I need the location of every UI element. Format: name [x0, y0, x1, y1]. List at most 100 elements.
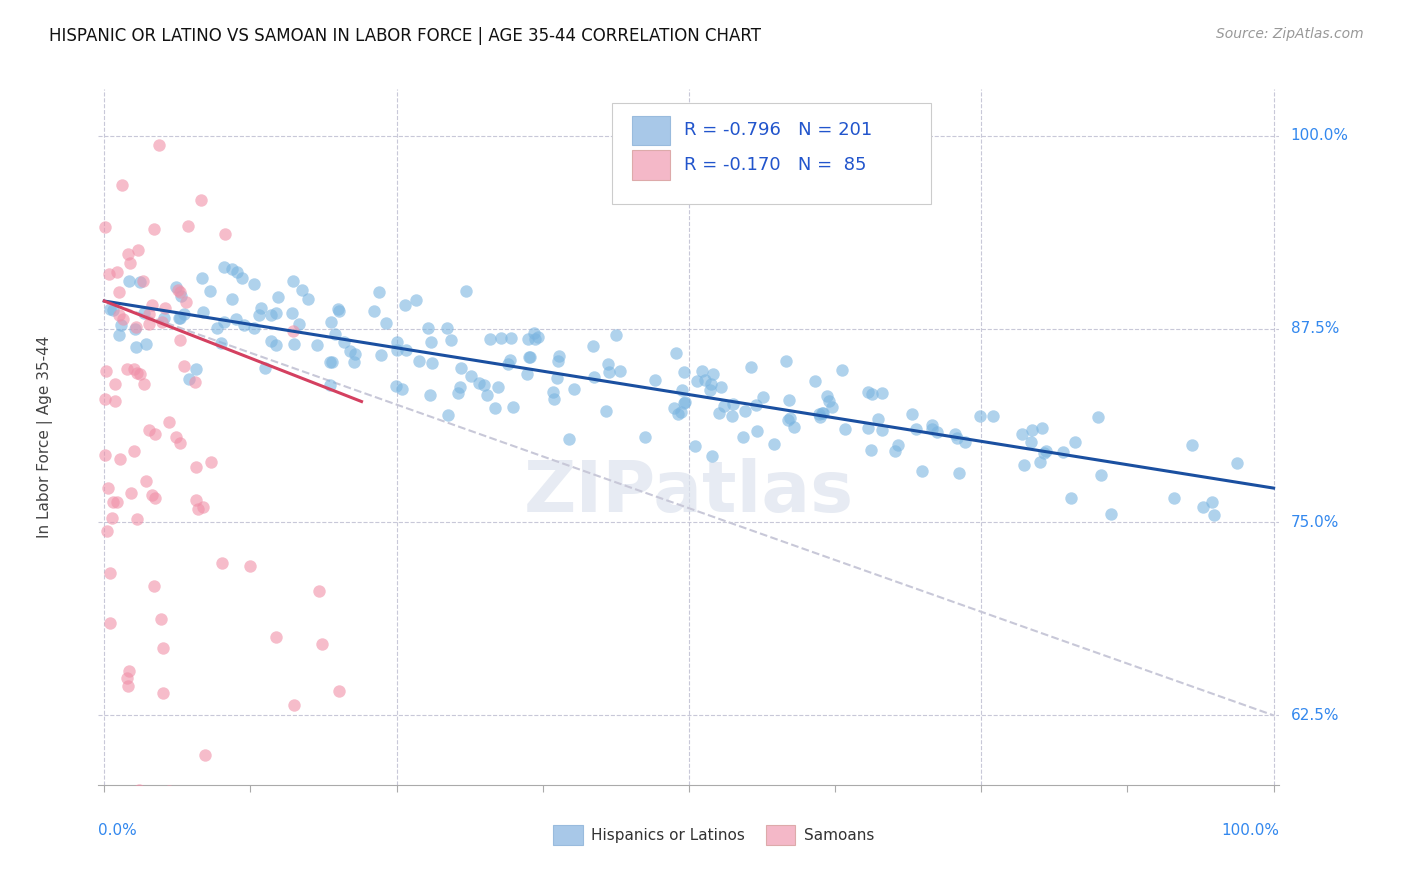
Point: [339, 344, 361, 359]
Point: [138, 306, 160, 320]
Point: [860, 387, 883, 401]
Point: [683, 439, 706, 453]
Text: Hispanics or Latinos: Hispanics or Latinos: [591, 828, 745, 843]
Point: [664, 401, 686, 415]
Point: [260, 309, 283, 323]
Point: [519, 350, 541, 364]
Point: [1204, 508, 1226, 523]
Point: [901, 407, 924, 421]
Point: [127, 367, 149, 381]
Point: [96, 524, 118, 538]
Point: [193, 858, 215, 872]
Point: [297, 292, 319, 306]
Point: [167, 283, 190, 297]
Point: [808, 410, 831, 425]
Point: [385, 335, 408, 350]
Point: [97, 267, 120, 281]
Point: [173, 307, 195, 321]
Bar: [766, 824, 796, 846]
Point: [134, 377, 156, 392]
Point: [721, 409, 744, 423]
Point: [326, 301, 349, 316]
Point: [831, 363, 853, 377]
Point: [141, 298, 163, 312]
Point: [496, 357, 519, 371]
Point: [811, 406, 834, 420]
Point: [283, 337, 305, 351]
Point: [108, 452, 131, 467]
Point: [264, 630, 287, 644]
Point: [184, 492, 207, 507]
Text: Samoans: Samoans: [803, 828, 875, 843]
Point: [394, 297, 416, 311]
Point: [129, 367, 152, 381]
Point: [783, 420, 806, 434]
Point: [501, 331, 523, 345]
Point: [253, 361, 276, 376]
Point: [101, 511, 124, 525]
Point: [191, 500, 214, 514]
Point: [117, 247, 139, 261]
Point: [666, 407, 689, 421]
Point: [117, 679, 139, 693]
Point: [745, 398, 768, 412]
Point: [921, 418, 943, 433]
Point: [135, 474, 157, 488]
Text: R = -0.170   N =  85: R = -0.170 N = 85: [685, 156, 866, 174]
Point: [672, 395, 695, 409]
Point: [478, 332, 501, 346]
Text: R = -0.796   N = 201: R = -0.796 N = 201: [685, 121, 873, 139]
Point: [343, 354, 366, 368]
Point: [328, 304, 350, 318]
Point: [333, 334, 356, 349]
Point: [124, 322, 146, 336]
Point: [132, 306, 155, 320]
Point: [860, 442, 883, 457]
Point: [541, 384, 564, 399]
Point: [231, 271, 253, 285]
Bar: [633, 116, 671, 145]
Point: [98, 302, 121, 317]
Point: [723, 397, 745, 411]
Point: [184, 376, 207, 390]
Text: 87.5%: 87.5%: [1291, 321, 1339, 336]
Point: [308, 583, 330, 598]
Point: [866, 411, 889, 425]
Point: [644, 373, 666, 387]
Point: [187, 501, 209, 516]
Point: [184, 459, 207, 474]
Point: [419, 388, 441, 402]
Point: [200, 455, 222, 469]
Point: [981, 409, 1004, 424]
Point: [138, 423, 160, 437]
Point: [904, 422, 927, 436]
Point: [283, 698, 305, 713]
Point: [177, 371, 200, 385]
Point: [108, 308, 131, 322]
Point: [475, 387, 498, 401]
Point: [291, 283, 314, 297]
Point: [221, 262, 243, 277]
Point: [1032, 446, 1054, 460]
Point: [695, 373, 717, 387]
Point: [921, 422, 943, 436]
Point: [321, 355, 343, 369]
Text: 0.0%: 0.0%: [98, 823, 138, 838]
Point: [596, 357, 619, 371]
Point: [707, 406, 730, 420]
Point: [169, 285, 191, 299]
Point: [948, 466, 970, 480]
Point: [131, 274, 153, 288]
Point: [281, 325, 304, 339]
Point: [420, 356, 443, 370]
Point: [94, 219, 117, 234]
Point: [858, 384, 880, 399]
Point: [1087, 409, 1109, 424]
Point: [546, 370, 568, 384]
Point: [111, 311, 134, 326]
Point: [94, 392, 117, 406]
Point: [97, 481, 120, 495]
Point: [775, 354, 797, 368]
Text: Source: ZipAtlas.com: Source: ZipAtlas.com: [1216, 27, 1364, 41]
Point: [325, 326, 347, 341]
